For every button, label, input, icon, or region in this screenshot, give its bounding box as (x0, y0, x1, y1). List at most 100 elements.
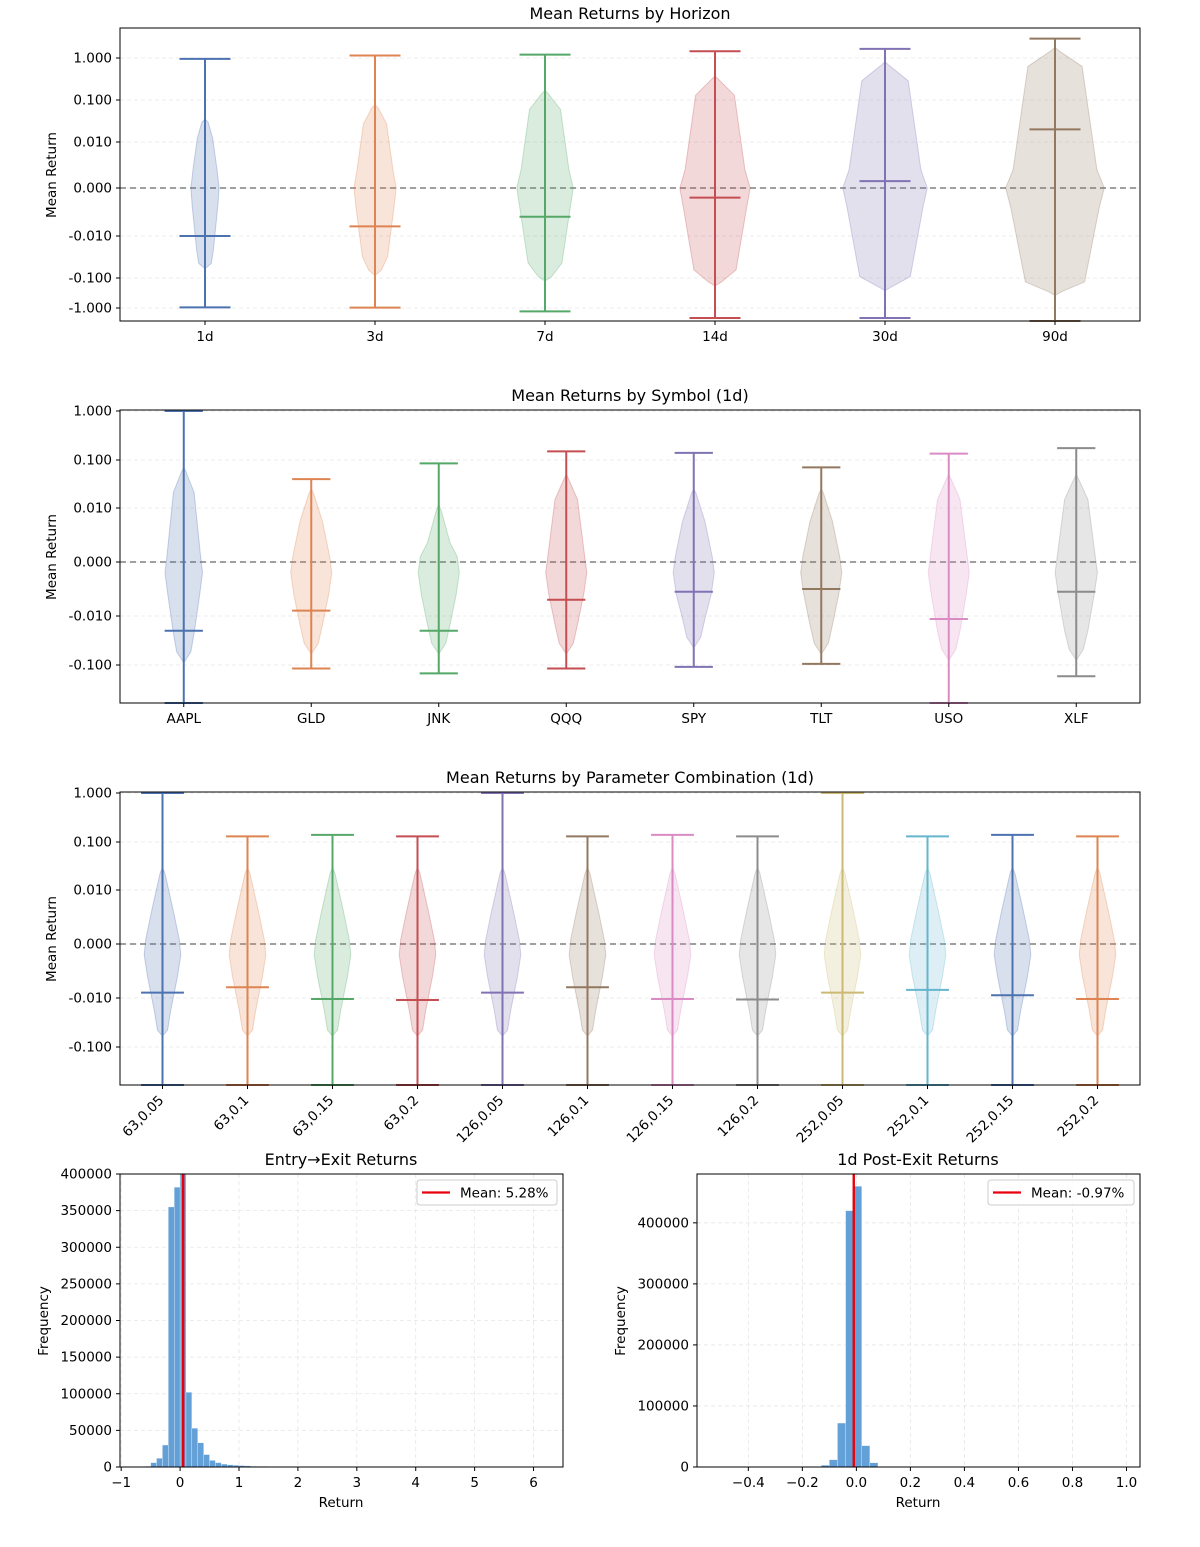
legend: Mean: -0.97% (987, 1179, 1135, 1206)
y-tick-label: 100000 (60, 1386, 112, 1402)
histogram-bar (162, 1444, 169, 1468)
y-tick-label: 0.000 (73, 181, 112, 197)
x-tick-label: 3d (366, 329, 383, 345)
y-tick-label: -1.000 (68, 301, 112, 317)
y-tick-label: 200000 (637, 1337, 689, 1353)
x-ticks: AAPL GLD JNK QQQ SPY TLT USO XLF (166, 703, 1089, 727)
histogram-bar (861, 1445, 871, 1468)
x-tick-label: 3 (353, 1475, 362, 1491)
y-axis-label: Mean Return (44, 514, 60, 600)
chart-title: 1d Post-Exit Returns (837, 1150, 998, 1169)
x-tick-label: SPY (681, 711, 706, 727)
x-tick-label: −0.2 (786, 1475, 819, 1491)
panel-entry-exit-returns-histogram: 0 50000 100000 150000 200000 250000 300000 3500… (36, 1150, 564, 1511)
histogram-bar (197, 1442, 204, 1468)
x-tick-label: 5 (470, 1475, 479, 1491)
legend-box (987, 1179, 1135, 1206)
y-tick-label: 0.000 (73, 555, 112, 571)
x-tick-label: TLT (809, 711, 833, 727)
x-tick-label: XLF (1064, 711, 1089, 727)
x-tick-label: −1 (111, 1475, 131, 1491)
x-tick-label: 0.0 (846, 1475, 867, 1491)
y-ticks: -0.100 -0.010 0.000 0.010 0.100 1.000 (68, 786, 120, 1056)
x-tick-label: 6 (529, 1475, 538, 1491)
x-ticks: −1 0 1 2 3 4 5 6 (111, 1467, 538, 1491)
x-axis-label: Return (319, 1495, 364, 1511)
y-tick-label: 1.000 (73, 51, 112, 67)
x-ticks: 1d 3d 7d 14d 30d 90d (196, 321, 1068, 345)
histogram-bar (185, 1392, 193, 1468)
x-tick-label: 7d (536, 329, 553, 345)
y-tick-label: 100000 (637, 1398, 689, 1414)
x-tick-label: 4 (411, 1475, 420, 1491)
y-tick-label: -0.010 (68, 609, 112, 625)
histogram-bar (168, 1206, 175, 1468)
histogram-bar (209, 1460, 216, 1468)
x-tick-label: 30d (872, 329, 898, 345)
histogram-bar (156, 1458, 163, 1468)
y-tick-label: -0.100 (68, 271, 112, 287)
x-tick-label: QQQ (550, 711, 582, 727)
histogram-bar (837, 1422, 846, 1468)
violin-layer (179, 37, 1105, 322)
chart-title: Mean Returns by Horizon (529, 4, 730, 23)
axes-frame (696, 1173, 1141, 1468)
x-tick-label: GLD (297, 711, 325, 727)
y-ticks: -1.000 -0.100 -0.010 0.000 0.010 0.100 1.000 (68, 51, 120, 317)
y-tick-label: 300000 (60, 1240, 112, 1256)
panel-mean-returns-by-symbol: -0.100 -0.010 0.000 0.010 0.100 1.000 AAPL GLD… (44, 386, 1141, 727)
legend-label: Mean: 5.28% (460, 1186, 549, 1202)
x-tick-label: USO (934, 711, 963, 727)
y-tick-label: 0.000 (73, 937, 112, 953)
y-ticks: -0.100 -0.010 0.000 0.010 0.100 1.000 (68, 404, 120, 674)
x-tick-label: 2 (294, 1475, 303, 1491)
histogram-bar (215, 1462, 222, 1468)
axes-frame (119, 791, 1141, 1086)
x-ticks: −0.4 −0.2 0.0 0.2 0.4 0.6 0.8 1.0 (732, 1467, 1137, 1491)
y-tick-label: 400000 (637, 1215, 689, 1231)
legend-box (416, 1179, 558, 1206)
chart-title: Entry→Exit Returns (265, 1150, 418, 1169)
panel-mean-returns-by-horizon: -1.000 -0.100 -0.010 0.000 0.010 0.100 1.000 1… (44, 4, 1141, 345)
x-tick-label: 0.2 (900, 1475, 921, 1491)
axes-frame (119, 409, 1141, 704)
y-axis-label: Mean Return (44, 132, 60, 218)
y-tick-label: -0.010 (68, 229, 112, 245)
x-tick-label: 1d (196, 329, 213, 345)
x-tick-label: AAPL (166, 711, 201, 727)
y-tick-label: 0 (103, 1460, 112, 1476)
x-tick-label: 1.0 (1116, 1475, 1137, 1491)
y-tick-label: 0.010 (73, 883, 112, 899)
y-tick-label: 400000 (60, 1167, 112, 1183)
panel-post-exit-returns-histogram: 0 100000 200000 300000 400000 −0.4 −0.2 0.0 0.2… (613, 1150, 1141, 1511)
x-axis-label: Return (896, 1495, 941, 1511)
histogram-bar (191, 1428, 198, 1468)
y-ticks: 0 50000 100000 150000 200000 250000 300000 3500… (60, 1167, 120, 1476)
x-tick-label: 90d (1042, 329, 1068, 345)
chart-title: Mean Returns by Parameter Combination (1… (446, 768, 814, 787)
y-ticks: 0 100000 200000 300000 400000 (637, 1215, 697, 1476)
y-tick-label: -0.010 (68, 991, 112, 1007)
histogram-bar (845, 1210, 854, 1468)
histogram-bar (174, 1187, 181, 1468)
histogram-bar (150, 1462, 157, 1468)
legend-label: Mean: -0.97% (1031, 1186, 1125, 1202)
histogram-bar (203, 1454, 210, 1468)
y-axis-label: Frequency (613, 1286, 629, 1356)
y-tick-label: 150000 (60, 1350, 112, 1366)
x-tick-label: 14d (702, 329, 728, 345)
y-tick-label: 0 (680, 1460, 689, 1476)
x-tick-label: 0.4 (954, 1475, 975, 1491)
y-tick-label: 300000 (637, 1276, 689, 1292)
y-tick-label: 1.000 (73, 786, 112, 802)
y-tick-label: 0.010 (73, 135, 112, 151)
histogram-bar (829, 1459, 838, 1468)
x-tick-label: −0.4 (732, 1475, 765, 1491)
y-tick-label: 50000 (69, 1423, 112, 1439)
histogram-bar (869, 1462, 879, 1468)
y-tick-label: 0.100 (73, 453, 112, 469)
x-tick-label: 0.6 (1008, 1475, 1029, 1491)
x-tick-label: JNK (426, 711, 451, 727)
